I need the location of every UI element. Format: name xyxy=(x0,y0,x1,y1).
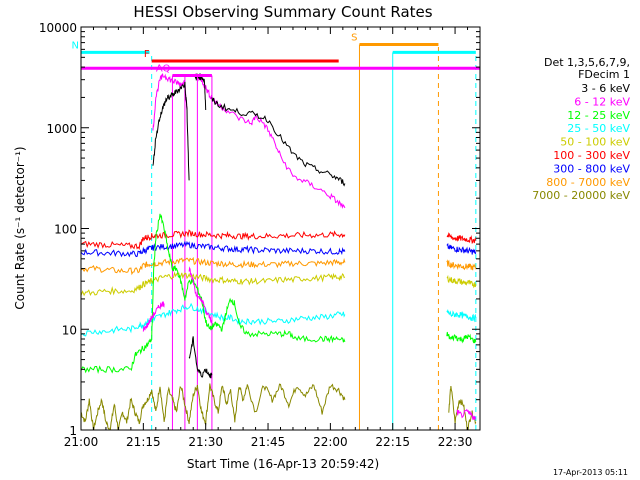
y-tick-label-3: 1000 xyxy=(46,122,77,136)
series-trace-0-seg-3 xyxy=(211,97,346,187)
legend-header-line1: Det 1,3,5,6,7,9, xyxy=(544,56,630,69)
x-tick-label-3: 21:45 xyxy=(251,435,286,449)
y-tick-label-4: 10000 xyxy=(39,21,77,35)
series-trace-1-seg-4 xyxy=(456,408,477,421)
series-trace-2-seg-0 xyxy=(81,213,346,374)
series-trace-2-seg-1 xyxy=(446,331,477,344)
legend-entry-5: 100 - 300 keV xyxy=(553,149,630,162)
legend-entry-0: 3 - 6 keV xyxy=(581,82,630,95)
x-tick-label-0: 21:00 xyxy=(64,435,99,449)
flag-label-3: F xyxy=(144,49,150,60)
axes-frame xyxy=(80,26,481,431)
series-trace-1-seg-1 xyxy=(152,72,188,131)
legend-entry-7: 800 - 7000 keV xyxy=(546,176,630,189)
series-trace-5-seg-0 xyxy=(81,229,346,250)
legend-entry-8: 7000 - 20000 keV xyxy=(532,189,630,202)
legend-entry-4: 50 - 100 keV xyxy=(560,136,630,149)
y-tick-label-2: 100 xyxy=(54,223,77,237)
series-trace-1-seg-3 xyxy=(194,73,346,209)
y-tick-label-1: 10 xyxy=(62,323,77,337)
footer-timestamp: 17-Apr-2013 05:11 xyxy=(553,468,628,477)
flag-label-0: N xyxy=(72,40,79,51)
series-trace-1-seg-0 xyxy=(142,301,165,332)
axis-ticks: 21:00 21:15 21:30 21:45 22:00 22:15 22:30 1 10 10… xyxy=(39,21,480,449)
series-trace-0-seg-1 xyxy=(188,336,213,379)
x-tick-label-6: 22:30 xyxy=(438,435,473,449)
x-axis-label: Start Time (16-Apr-13 20:59:42) xyxy=(187,457,379,471)
legend-entry-1: 6 - 12 keV xyxy=(574,95,630,108)
x-tick-label-5: 22:15 xyxy=(375,435,410,449)
x-tick-label-4: 22:00 xyxy=(313,435,348,449)
series-trace-3-seg-1 xyxy=(446,308,477,323)
series-trace-1-seg-2 xyxy=(188,266,213,324)
legend-entry-2: 12 - 25 keV xyxy=(567,109,630,122)
series-trace-8-seg-1 xyxy=(448,386,477,430)
flag-label-4: AQ xyxy=(156,64,171,75)
x-tick-label-2: 21:30 xyxy=(188,435,223,449)
plot-area: N S F AQ xyxy=(72,33,480,430)
series-trace-4-seg-0 xyxy=(81,271,346,297)
series-trace-0-seg-2 xyxy=(194,73,207,111)
plot-content xyxy=(81,43,480,430)
series-trace-6-seg-1 xyxy=(446,242,477,255)
series-trace-3-seg-0 xyxy=(81,302,346,337)
series-trace-7-seg-0 xyxy=(81,256,346,276)
series-trace-6-seg-0 xyxy=(81,240,346,258)
flag-label-2: S xyxy=(351,33,357,44)
y-tick-label-0: 1 xyxy=(69,424,77,438)
legend-header-line2: FDecim 1 xyxy=(578,68,630,81)
chart-title: HESSI Observing Summary Count Rates xyxy=(133,3,432,21)
series-trace-5-seg-1 xyxy=(446,232,477,245)
series-trace-4-seg-1 xyxy=(446,274,477,289)
y-axis-label: Count Rate (s⁻¹ detector⁻¹) xyxy=(13,146,27,309)
legend-entry-6: 300 - 800 keV xyxy=(553,162,630,175)
series-trace-7-seg-1 xyxy=(446,259,477,271)
x-tick-label-1: 21:15 xyxy=(126,435,161,449)
series-trace-8-seg-0 xyxy=(81,383,346,430)
series-trace-0-seg-0 xyxy=(152,81,190,181)
legend-entry-3: 25 - 50 keV xyxy=(567,122,630,135)
